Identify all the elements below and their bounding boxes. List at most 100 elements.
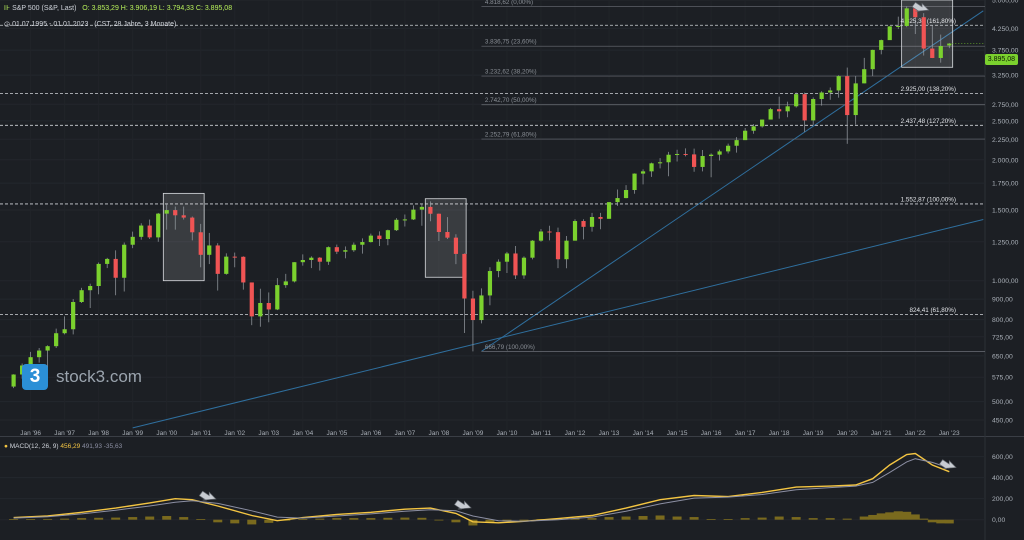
macd-histogram-bar — [468, 519, 478, 526]
candle-body — [377, 235, 382, 240]
ohlc-values: O: 3.853,29 H: 3.906,19 L: 3.794,33 C: 3… — [82, 5, 233, 12]
candle-body — [691, 154, 697, 167]
macd-histogram-bar — [332, 518, 342, 520]
y-tick-label: 3.250,00 — [992, 73, 1019, 80]
macd-histogram-bar — [672, 516, 682, 520]
candle-body — [751, 126, 756, 131]
macd-label: MACD(12, 26, 9) — [9, 443, 59, 450]
macd-histogram-bar — [230, 519, 240, 524]
candle-body — [657, 162, 663, 164]
x-tick-label: Jan '98 — [88, 430, 109, 437]
candle-body — [71, 302, 76, 330]
macd-histogram-bar — [315, 518, 325, 520]
candle-body — [300, 260, 305, 263]
candle-body — [79, 290, 84, 303]
y-tick-label: 2.250,00 — [992, 137, 1019, 144]
candle-body — [436, 213, 442, 233]
x-tick-label: Jan '04 — [292, 430, 313, 437]
trendline — [132, 219, 984, 429]
y-tick-label: 4.250,00 — [992, 26, 1019, 33]
candle-body — [709, 154, 714, 157]
candle-body — [623, 190, 629, 199]
candle-body — [54, 333, 59, 347]
x-tick-label: Jan '06 — [360, 430, 381, 437]
candle-body — [224, 256, 229, 274]
fib-level-label: 2.437,48 (127,20%) — [901, 118, 956, 125]
macd-histogram-bar — [791, 517, 801, 520]
macd-y-tick-label: 200,00 — [992, 496, 1013, 503]
macd-histogram-bar — [936, 519, 946, 524]
macd-histogram-bar — [587, 518, 597, 520]
macd-histogram-bar — [485, 519, 495, 523]
candle-body — [215, 245, 220, 274]
instrument-header: ⊪ S&P 500 (S&P, Last) O: 3.853,29 H: 3.9… — [4, 4, 232, 12]
candle-body — [743, 130, 748, 141]
logo-mark: 3 — [22, 364, 48, 390]
candle-body — [147, 225, 152, 238]
y-tick-label: 650,00 — [992, 353, 1013, 360]
candle-body — [734, 140, 739, 146]
macd-histogram-bar — [417, 517, 427, 520]
clock-icon: ◷ — [4, 21, 11, 28]
fib-level-label: 3.232,62 (38,20%) — [485, 69, 537, 76]
x-tick-label: Jan '23 — [939, 430, 960, 437]
macd-header: ● MACD(12, 26, 9) 456,29 491,93 -35,63 — [4, 443, 122, 450]
macd-histogram-bar — [400, 517, 410, 520]
macd-histogram-bar — [434, 519, 444, 521]
price-panel-bg — [0, 0, 1024, 436]
macd-histogram-bar — [179, 517, 189, 520]
macd-histogram-bar — [621, 516, 631, 520]
candle-body — [649, 163, 654, 172]
candle-body — [207, 245, 212, 255]
candle-body — [564, 240, 569, 260]
candle-body — [385, 230, 390, 240]
macd-histogram-bar — [604, 517, 614, 520]
fib-level-label: 3.836,75 (23,60%) — [485, 39, 537, 46]
candle-body — [555, 232, 561, 260]
candle-body — [938, 46, 943, 58]
macd-histogram-bar — [927, 519, 937, 523]
macd-histogram-bar — [264, 519, 274, 523]
x-tick-label: Jan '11 — [531, 430, 552, 437]
macd-histogram-bar — [859, 516, 869, 520]
y-tick-label: 1.750,00 — [992, 181, 1019, 188]
x-tick-label: Jan '99 — [122, 430, 143, 437]
macd-histogram-bar — [451, 519, 461, 523]
instrument-name: S&P 500 (S&P, Last) — [12, 5, 77, 12]
macd-histogram-bar — [366, 518, 376, 520]
macd-histogram-bar — [60, 518, 70, 520]
fib-level-label: 2.742,70 (50,00%) — [485, 97, 537, 104]
fib-level-label: 4.325,30 (161,80%) — [901, 18, 956, 25]
candle-body — [760, 119, 765, 127]
candle-body — [726, 145, 731, 152]
macd-histogram-bar — [757, 517, 767, 520]
candle-body — [896, 25, 901, 27]
candle-body — [513, 253, 518, 276]
y-tick-label: 450,00 — [992, 417, 1013, 424]
macd-hist-value: -35,63 — [103, 443, 123, 450]
candle-body — [879, 40, 884, 50]
x-tick-label: Jan '97 — [54, 430, 75, 437]
macd-histogram-bar — [502, 519, 512, 521]
y-tick-label: 575,00 — [992, 375, 1013, 382]
macd-histogram-bar — [247, 519, 257, 525]
candle-body — [921, 17, 926, 49]
callout-arrow-icon — [911, 1, 930, 12]
candle-body — [700, 156, 705, 167]
candle-body — [845, 76, 850, 116]
candle-body — [360, 242, 365, 245]
x-tick-label: Jan '96 — [20, 430, 41, 437]
candle-body — [828, 90, 833, 93]
macd-histogram-bar — [26, 519, 36, 520]
x-tick-label: Jan '15 — [667, 430, 688, 437]
y-tick-label: 1.250,00 — [992, 239, 1019, 246]
candle-body — [156, 213, 161, 238]
x-tick-label: Jan '00 — [156, 430, 177, 437]
candle-body — [258, 302, 263, 317]
candle-body — [113, 258, 118, 278]
candle-body — [266, 302, 271, 310]
candle-body — [351, 244, 356, 251]
candle-body — [130, 236, 135, 245]
x-tick-label: Jan '17 — [735, 430, 756, 437]
candlestick-icon: ⊪ — [4, 5, 11, 12]
